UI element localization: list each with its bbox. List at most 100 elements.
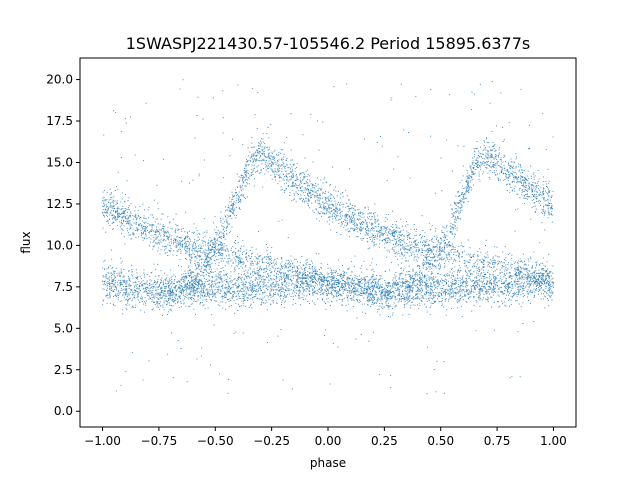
data-point [454, 225, 456, 227]
data-point [316, 177, 318, 179]
data-point [123, 236, 125, 238]
data-point [202, 252, 203, 254]
data-point [193, 223, 195, 225]
data-point [274, 170, 276, 172]
data-point [505, 294, 507, 296]
data-point [461, 279, 463, 280]
data-point [112, 282, 113, 284]
data-point [224, 295, 226, 297]
data-point [377, 219, 378, 221]
data-point [537, 200, 539, 202]
data-point [493, 281, 495, 283]
data-point [374, 226, 376, 227]
data-point [538, 283, 540, 285]
data-point [239, 277, 241, 279]
data-point [303, 289, 305, 291]
data-point [200, 251, 202, 253]
data-point [250, 298, 252, 300]
data-point [455, 221, 457, 223]
data-point [513, 181, 515, 183]
data-point [457, 277, 459, 279]
data-point [460, 207, 462, 209]
data-point [531, 191, 533, 193]
data-point [219, 233, 220, 234]
data-point [120, 213, 122, 215]
data-point [225, 206, 227, 208]
data-point [130, 227, 132, 229]
data-point [228, 305, 230, 307]
data-point [366, 238, 368, 240]
data-point [251, 158, 253, 160]
data-point [204, 281, 206, 283]
data-point [220, 249, 222, 251]
data-point [313, 184, 314, 186]
data-point [238, 202, 240, 203]
data-point [289, 289, 291, 291]
data-point [184, 248, 185, 250]
data-point [472, 167, 474, 169]
data-point [178, 249, 179, 251]
data-point [542, 184, 544, 186]
data-point [386, 298, 388, 300]
data-point [184, 298, 185, 300]
data-point [389, 290, 391, 292]
data-point [120, 282, 122, 284]
data-point [110, 192, 112, 194]
data-point [316, 218, 318, 220]
data-point [345, 283, 347, 284]
data-point [298, 185, 300, 187]
data-point [538, 202, 540, 204]
data-point [389, 230, 391, 232]
data-point [240, 177, 242, 179]
data-point [400, 248, 402, 250]
data-point [169, 297, 171, 299]
data-point [163, 232, 165, 234]
data-point [186, 252, 188, 254]
data-point [207, 254, 208, 256]
data-point [361, 227, 363, 229]
data-point [548, 180, 550, 182]
data-point [120, 292, 121, 294]
data-point [226, 220, 228, 222]
data-point [310, 197, 312, 198]
data-point [420, 254, 422, 256]
data-point [441, 230, 443, 232]
data-point [551, 214, 552, 216]
data-point [214, 244, 216, 246]
data-point [180, 237, 182, 239]
data-point [146, 282, 148, 284]
data-point [192, 244, 194, 246]
data-point [151, 229, 153, 231]
data-point [154, 242, 156, 244]
data-point [425, 287, 427, 289]
data-point [122, 229, 124, 231]
data-point [250, 160, 252, 162]
data-point [312, 288, 314, 290]
data-point [246, 161, 248, 163]
data-point [248, 281, 250, 283]
data-point [243, 298, 245, 300]
data-point [536, 263, 538, 265]
data-point [551, 206, 553, 208]
data-point [547, 207, 549, 209]
data-point [519, 188, 521, 189]
data-point [222, 296, 223, 298]
data-point [483, 165, 485, 166]
data-point [219, 271, 221, 273]
data-point [446, 246, 448, 248]
data-point [188, 250, 190, 252]
data-point [545, 199, 547, 201]
data-point [409, 232, 411, 234]
data-point [254, 272, 256, 274]
data-point [353, 265, 355, 267]
data-point [222, 226, 224, 228]
data-point [271, 151, 273, 153]
data-point [353, 216, 355, 218]
data-point [541, 195, 543, 197]
data-point [522, 177, 524, 178]
data-point [164, 298, 166, 299]
data-point [249, 175, 251, 177]
data-point [128, 205, 130, 206]
data-point [547, 186, 548, 188]
data-point [375, 222, 377, 224]
